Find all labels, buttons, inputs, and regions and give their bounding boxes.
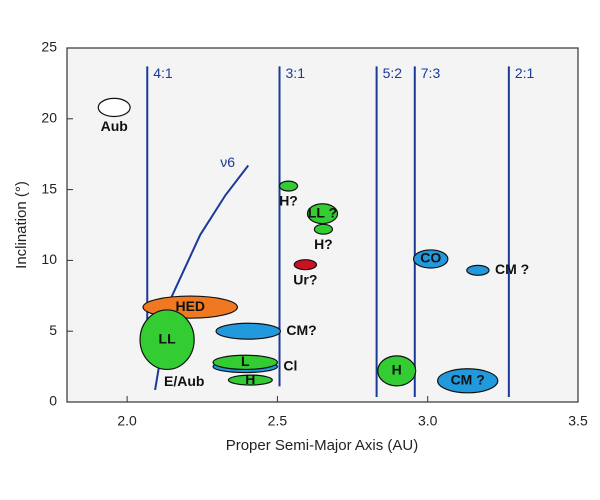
- y-tick-label: 10: [41, 251, 57, 267]
- region-label: Aub: [101, 118, 128, 134]
- region: [215, 322, 282, 340]
- y-tick-label: 20: [41, 110, 57, 126]
- region-label: H: [245, 371, 255, 387]
- region: [212, 354, 279, 371]
- secular-label: ν6: [220, 154, 235, 170]
- plot-frame: [66, 47, 579, 403]
- y-tick-label: 0: [49, 393, 57, 409]
- y-tick-label: 25: [41, 39, 57, 55]
- region-label: H?: [314, 236, 333, 252]
- region-label: L: [241, 353, 250, 369]
- x-tick-label: 3.0: [418, 413, 438, 429]
- region: [466, 264, 490, 276]
- annotation: E/Aub: [164, 373, 204, 389]
- resonance-label: 2:1: [515, 65, 535, 81]
- region: [278, 180, 299, 192]
- y-tick-label: 15: [41, 180, 57, 196]
- region-label: HED: [175, 298, 205, 314]
- x-tick-label: 3.5: [568, 413, 588, 429]
- region-label: LL ?: [308, 204, 337, 220]
- y-axis-label: Inclination (°): [13, 181, 30, 269]
- region-label: CM ?: [451, 371, 485, 387]
- y-tick-label: 5: [49, 322, 57, 338]
- region-label: H: [392, 362, 402, 378]
- region: [227, 374, 273, 386]
- resonance-label: 3:1: [286, 65, 306, 81]
- region: [313, 223, 334, 235]
- region: [139, 309, 195, 371]
- resonance-label: 4:1: [153, 65, 173, 81]
- region-label: CM?: [286, 322, 316, 338]
- region-label: Cl: [283, 357, 297, 373]
- region: [377, 355, 417, 387]
- x-axis-label: Proper Semi-Major Axis (AU): [226, 437, 419, 454]
- resonance-label: 7:3: [421, 65, 441, 81]
- region-label: H?: [279, 193, 298, 209]
- region: [293, 259, 318, 271]
- region-label: CM ?: [495, 261, 529, 277]
- region: [412, 249, 449, 269]
- x-tick-label: 2.0: [117, 413, 137, 429]
- region-label: Ur?: [293, 271, 317, 287]
- region: [437, 368, 499, 394]
- x-tick-label: 2.5: [268, 413, 288, 429]
- region: [97, 97, 131, 118]
- region-label: LL: [159, 330, 177, 346]
- resonance-label: 5:2: [383, 65, 403, 81]
- region: [306, 203, 339, 225]
- region-label: CO: [420, 250, 441, 266]
